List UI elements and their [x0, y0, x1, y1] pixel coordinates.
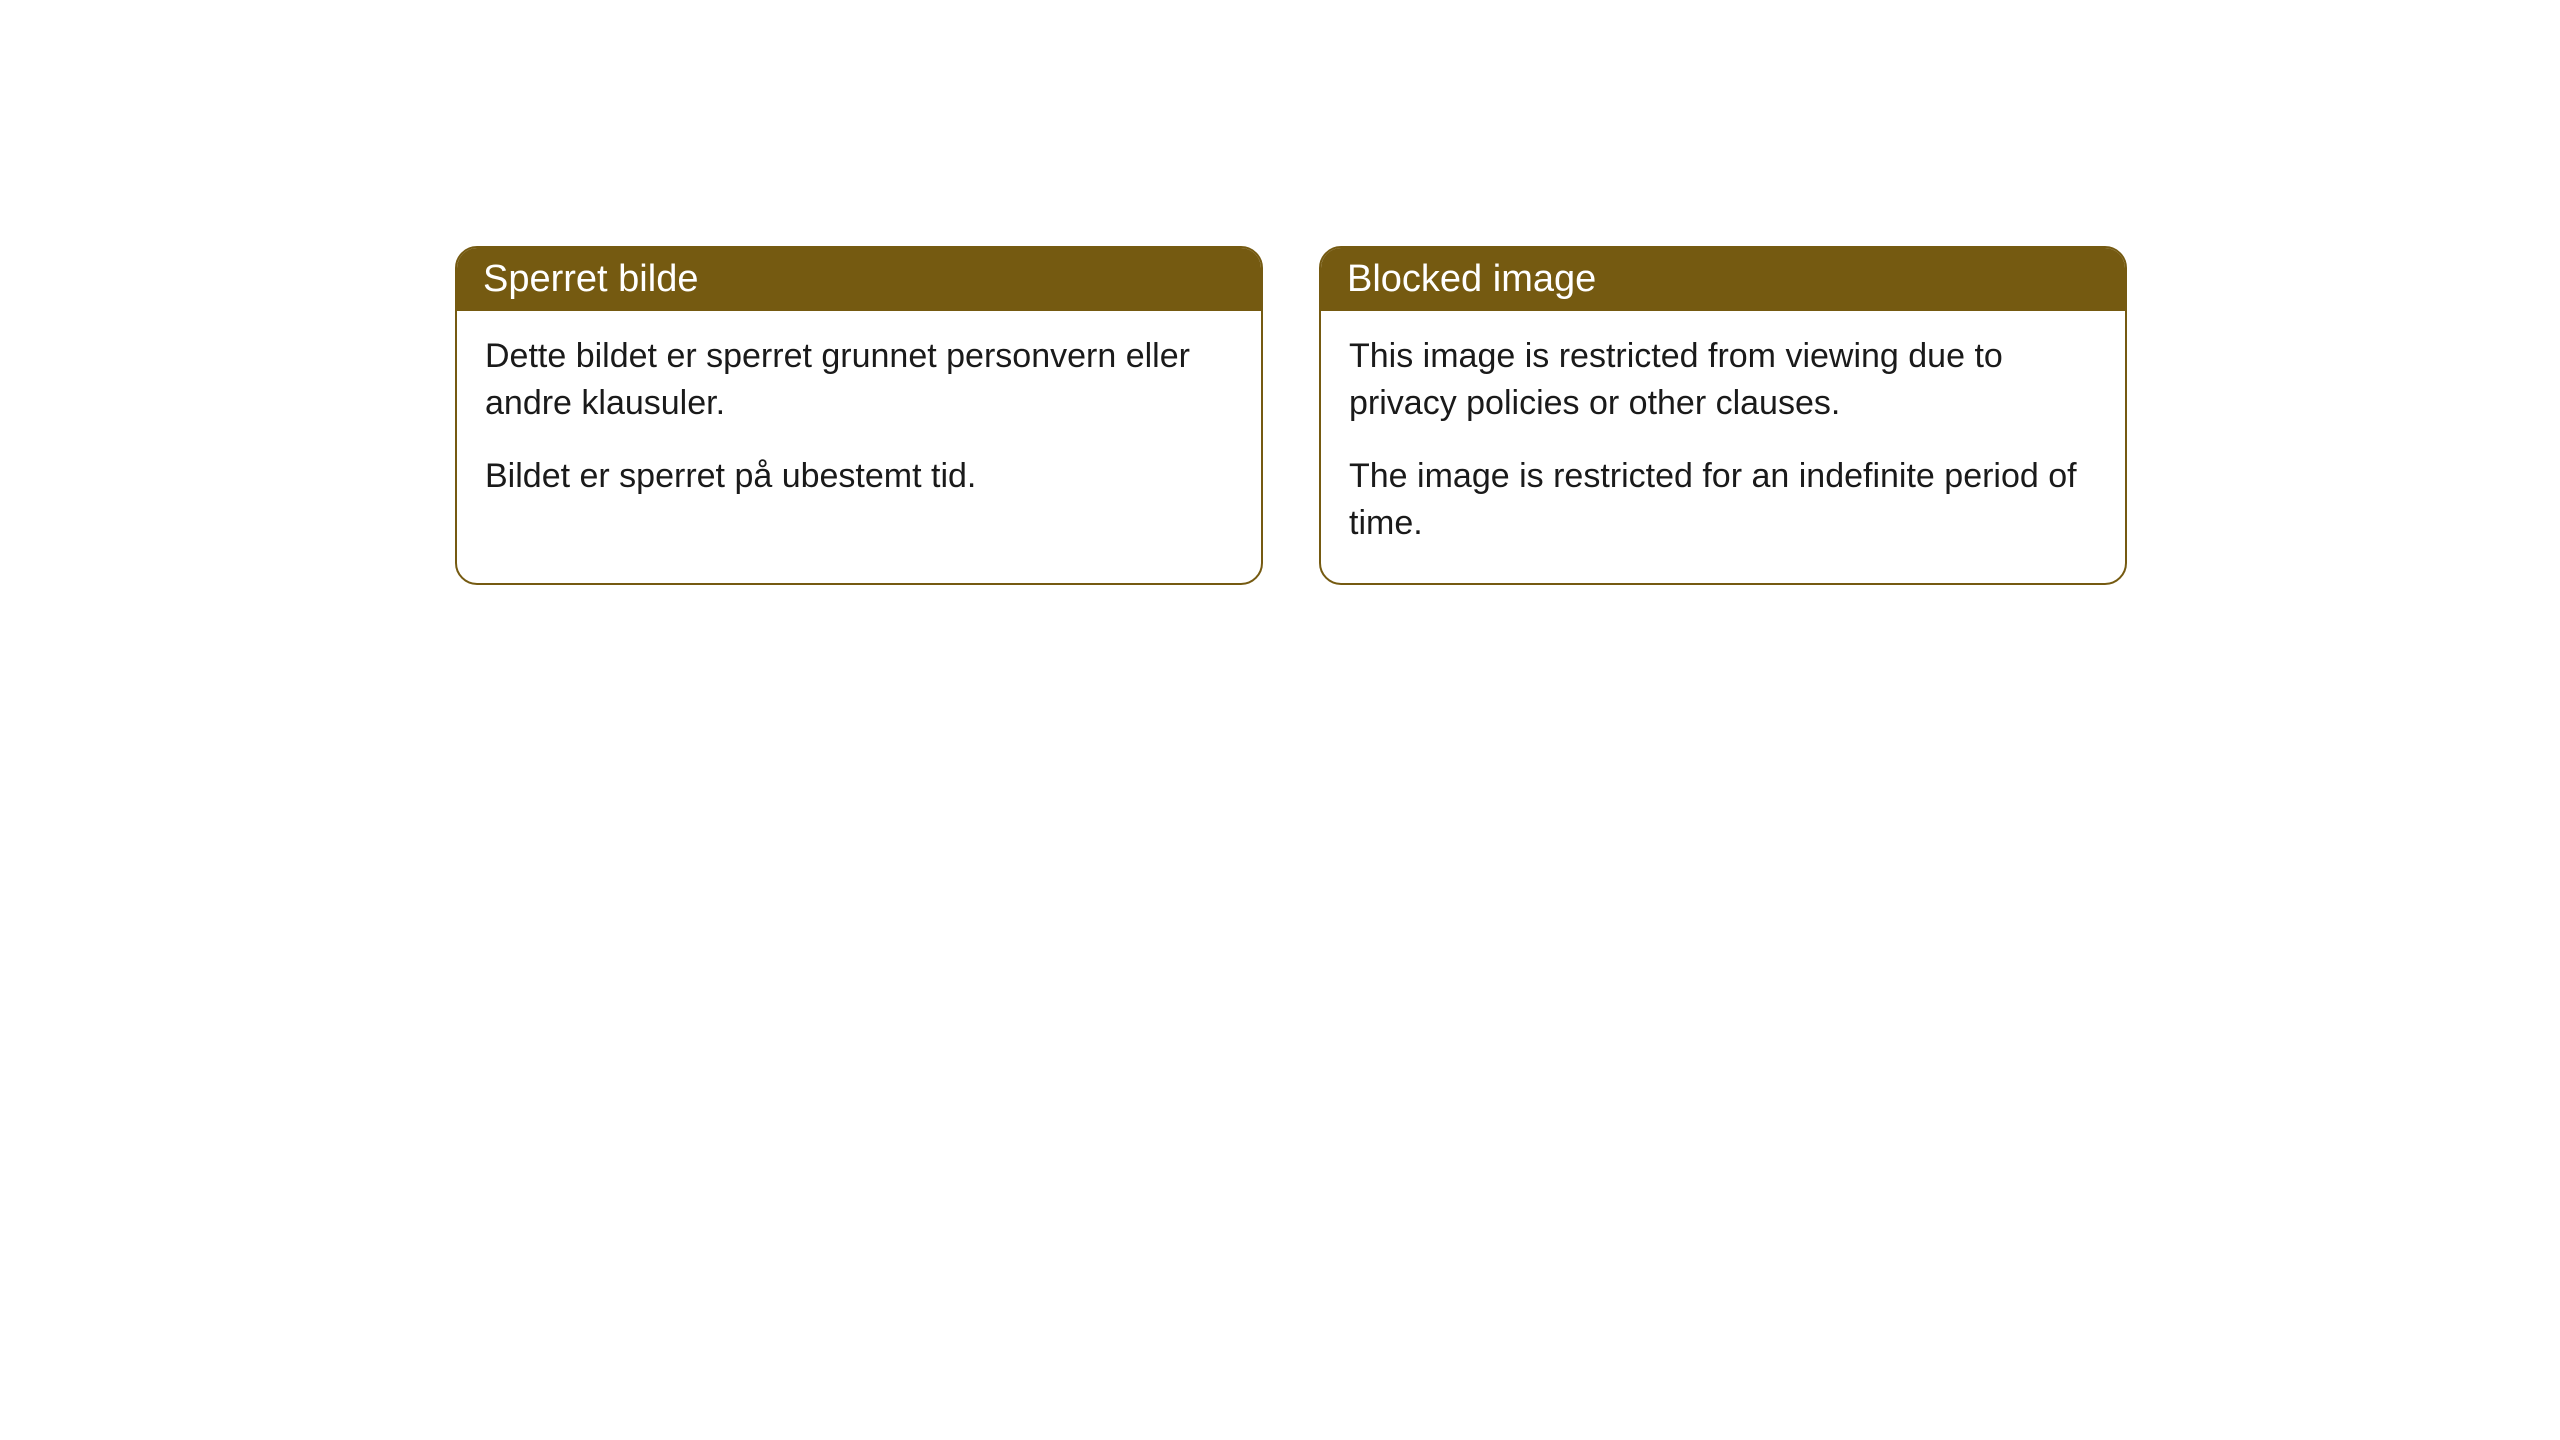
card-paragraph-2-norwegian: Bildet er sperret på ubestemt tid. [485, 453, 1233, 500]
card-title-norwegian: Sperret bilde [483, 258, 698, 300]
card-title-english: Blocked image [1347, 258, 1596, 300]
card-body-norwegian: Dette bildet er sperret grunnet personve… [457, 311, 1261, 536]
blocked-image-card-english: Blocked image This image is restricted f… [1319, 246, 2127, 585]
card-paragraph-2-english: The image is restricted for an indefinit… [1349, 453, 2097, 547]
card-body-english: This image is restricted from viewing du… [1321, 311, 2125, 583]
card-paragraph-1-english: This image is restricted from viewing du… [1349, 333, 2097, 427]
card-header-norwegian: Sperret bilde [457, 248, 1261, 311]
card-paragraph-1-norwegian: Dette bildet er sperret grunnet personve… [485, 333, 1233, 427]
notice-cards-container: Sperret bilde Dette bildet er sperret gr… [455, 246, 2127, 585]
blocked-image-card-norwegian: Sperret bilde Dette bildet er sperret gr… [455, 246, 1263, 585]
card-header-english: Blocked image [1321, 248, 2125, 311]
